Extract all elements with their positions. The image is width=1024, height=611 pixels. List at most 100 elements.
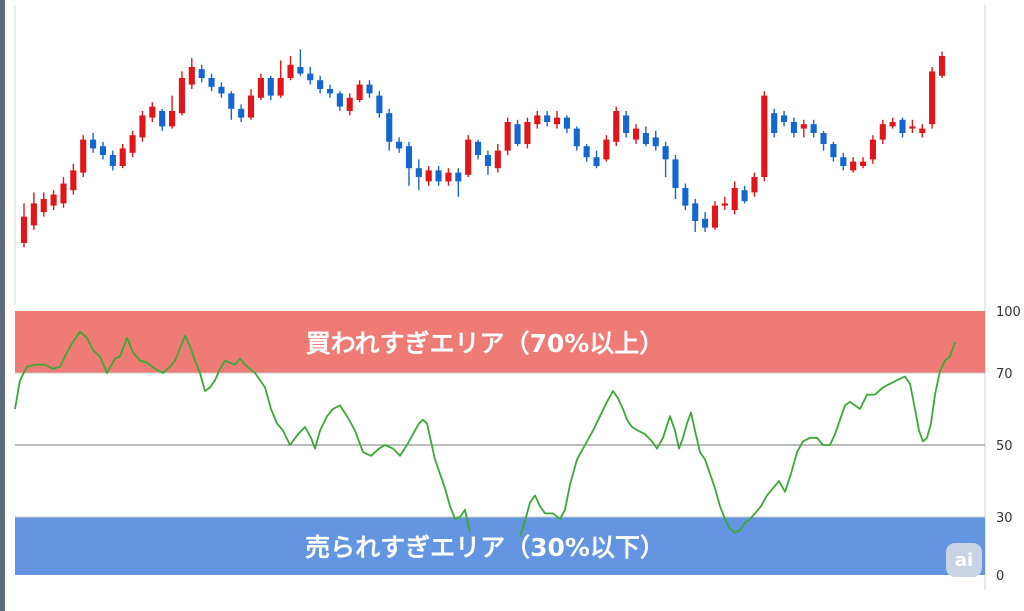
candle-body <box>741 190 748 202</box>
oscillator-line <box>519 341 956 537</box>
candle-body <box>642 133 649 144</box>
candle-body <box>257 78 264 98</box>
candle-body <box>800 124 807 129</box>
candle-body <box>218 86 225 94</box>
oversold-zone-label: 売られすぎエリア（30%以下） <box>305 533 665 562</box>
candle-body <box>553 117 561 125</box>
ai-logo: ai <box>946 543 982 577</box>
candle-body <box>159 111 166 127</box>
candle-body <box>869 139 876 160</box>
candle-body <box>326 89 334 94</box>
y-tick-label: 0 <box>996 569 1004 584</box>
y-tick-label: 100 <box>996 305 1021 320</box>
candle-body <box>119 148 126 166</box>
candle-body <box>455 172 462 182</box>
candle-body <box>40 199 47 213</box>
candle-body <box>504 122 511 151</box>
candle-body <box>731 188 738 210</box>
candle-body <box>366 84 373 94</box>
candle-body <box>879 124 886 140</box>
candle-body <box>139 115 146 138</box>
candle-body <box>178 78 185 114</box>
candle-body <box>188 67 195 85</box>
candle-body <box>247 95 255 118</box>
candle-body <box>376 95 383 114</box>
candle-body <box>317 80 324 89</box>
candle-body <box>169 111 176 127</box>
candle-body <box>790 122 797 133</box>
candle-body <box>613 111 620 142</box>
candle-body <box>484 155 491 166</box>
candle-body <box>751 177 758 193</box>
candle-body <box>820 133 827 144</box>
candle-body <box>238 108 245 118</box>
candle-body <box>721 203 728 206</box>
candle-body <box>603 139 610 160</box>
candle-body <box>228 93 235 109</box>
candle-body <box>672 159 679 188</box>
candle-body <box>465 139 472 175</box>
y-tick-label: 30 <box>996 511 1013 526</box>
candle-body <box>208 78 215 87</box>
candle-body <box>563 117 570 129</box>
candle-body <box>692 203 699 221</box>
candle-body <box>435 170 442 182</box>
candle-body <box>277 78 284 96</box>
candle-body <box>573 128 580 147</box>
candle-body <box>662 146 669 160</box>
candle-body <box>90 139 97 149</box>
candle-body <box>287 64 294 78</box>
candle-body <box>899 119 906 133</box>
candle-body <box>267 78 274 96</box>
candle-body <box>425 170 432 182</box>
candle-body <box>583 146 590 158</box>
candle-body <box>30 203 37 226</box>
candle-body <box>60 183 67 204</box>
candle-body <box>297 67 304 74</box>
candle-body <box>20 216 28 243</box>
candle-body <box>307 73 314 81</box>
candle-body <box>632 128 640 140</box>
candle-body <box>396 141 403 149</box>
candle-body <box>889 122 896 127</box>
candle-body <box>475 141 482 155</box>
candle-body <box>593 157 600 166</box>
candle-body <box>50 194 57 206</box>
candle-body <box>810 124 817 133</box>
candle-body <box>771 113 778 133</box>
candle-body <box>198 69 205 78</box>
candle-body <box>840 157 847 166</box>
candle-body <box>909 126 916 129</box>
candle-body <box>405 146 413 169</box>
candle-body <box>682 188 689 206</box>
candle-body <box>859 161 867 166</box>
candle-body <box>702 218 709 228</box>
candle-body <box>336 93 343 107</box>
candle-body <box>514 124 521 144</box>
overbought-zone-label: 買われすぎエリア（70%以上） <box>306 329 665 358</box>
candle-body <box>386 113 393 142</box>
candle-body <box>544 115 551 122</box>
candle-body <box>99 146 107 155</box>
candle-body <box>830 144 837 158</box>
candle-body <box>938 56 946 76</box>
window-left-edge <box>0 0 5 611</box>
candle-body <box>534 115 541 125</box>
candle-body <box>356 84 363 100</box>
candle-body <box>929 71 936 125</box>
y-tick-label: 50 <box>996 439 1013 454</box>
y-tick-label: 70 <box>996 367 1013 382</box>
candle-body <box>850 161 857 171</box>
candle-body <box>415 168 422 177</box>
candle-body <box>70 170 77 191</box>
candle-body <box>80 139 87 173</box>
candle-body <box>652 137 659 147</box>
oversold-zone <box>15 517 985 575</box>
candle-body <box>445 172 452 182</box>
candle-body <box>129 135 136 153</box>
candle-body <box>623 115 630 133</box>
oscillator-line <box>14 330 471 533</box>
candle-body <box>919 128 926 133</box>
candle-body <box>149 106 156 118</box>
